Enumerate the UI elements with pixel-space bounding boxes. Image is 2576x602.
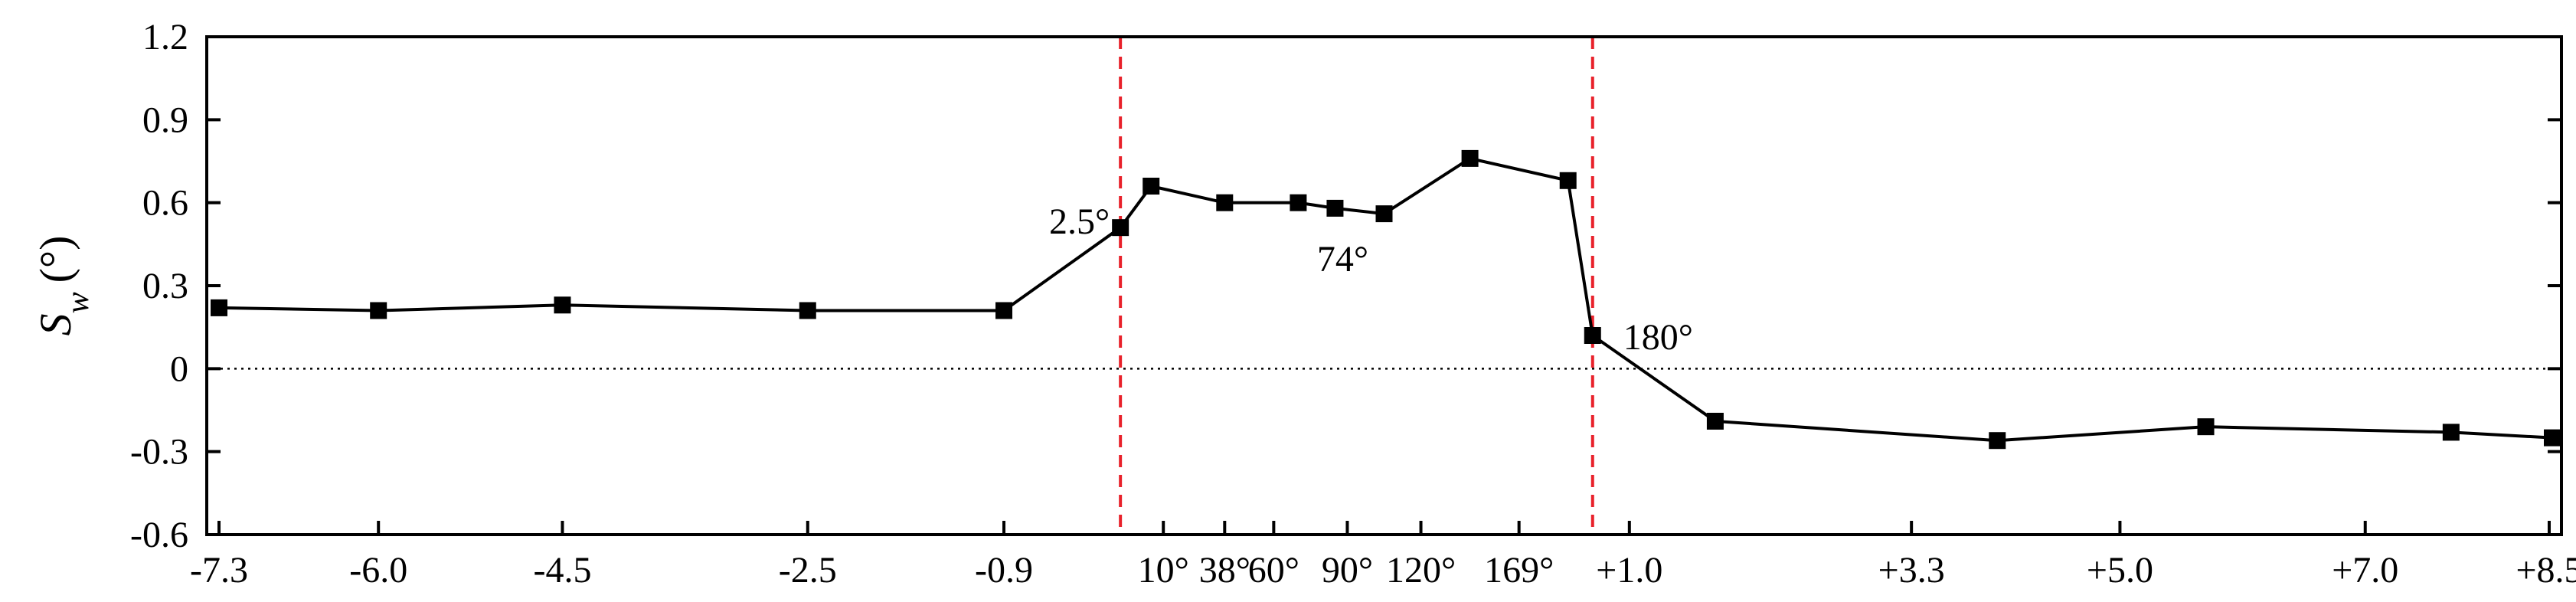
annotations: 2.5° 74° 180° bbox=[1049, 201, 1693, 358]
x-tick-label-0: -7.3 bbox=[190, 550, 248, 591]
x-tick-label-7: 60° bbox=[1248, 550, 1299, 591]
y-tick-label-1: 0.9 bbox=[142, 100, 188, 140]
data-point-18 bbox=[2544, 429, 2561, 447]
data-point-3 bbox=[799, 302, 816, 319]
x-axis: -7.3 -6.0 -4.5 -2.5 -0.9 10° 38°60° 90° 120° 169°… bbox=[190, 521, 2576, 591]
y-tick-label-6: -0.6 bbox=[130, 515, 188, 555]
y-tick-label-4: 0 bbox=[170, 348, 188, 389]
data-point-7 bbox=[1216, 194, 1234, 211]
y-axis-title: Sw (°) bbox=[31, 236, 96, 336]
x-tick-label-10: 169° bbox=[1484, 550, 1554, 591]
data-point-8 bbox=[1290, 194, 1307, 211]
x-tick-label-13: +5.0 bbox=[2087, 550, 2153, 591]
y-axis: 1.2 0.9 0.6 0.3 0 -0.3 -0.6 bbox=[130, 17, 2561, 555]
data-point-13 bbox=[1584, 327, 1601, 344]
data-point-16 bbox=[2197, 418, 2215, 436]
plot-frame bbox=[205, 35, 2563, 536]
x-tick-label-11: +1.0 bbox=[1596, 550, 1662, 591]
x-tick-label-5: 10° bbox=[1138, 550, 1189, 591]
y-tick-label-2: 0.6 bbox=[142, 183, 188, 224]
x-tick-label-2: -4.5 bbox=[533, 550, 591, 591]
x-tick-label-1: -6.0 bbox=[349, 550, 407, 591]
data-point-11 bbox=[1461, 149, 1479, 167]
y-axis-title-main: S bbox=[31, 313, 80, 335]
x-tick-label-15: +8.5 bbox=[2516, 550, 2576, 591]
data-point-6 bbox=[1143, 178, 1160, 195]
x-tick-label-3: -2.5 bbox=[779, 550, 837, 591]
data-point-4 bbox=[995, 302, 1013, 319]
y-tick-label-0: 1.2 bbox=[142, 17, 188, 57]
annotation-1: 74° bbox=[1317, 239, 1368, 280]
y-tick-label-5: -0.3 bbox=[130, 432, 188, 473]
y-axis-title-unit: (°) bbox=[31, 236, 80, 283]
annotation-2: 180° bbox=[1623, 317, 1693, 358]
data-point-9 bbox=[1326, 199, 1344, 217]
x-tick-label-9: 120° bbox=[1386, 550, 1456, 591]
data-point-14 bbox=[1706, 412, 1724, 430]
x-tick-label-8: 90° bbox=[1322, 550, 1373, 591]
data-point-0 bbox=[211, 299, 228, 316]
data-point-12 bbox=[1559, 172, 1577, 189]
reference-lines bbox=[1119, 37, 1594, 535]
x-tick-label-12: +3.3 bbox=[1878, 550, 1945, 591]
x-tick-label-4: -0.9 bbox=[975, 550, 1033, 591]
data-point-17 bbox=[2442, 424, 2460, 441]
series-markers bbox=[211, 149, 2561, 450]
x-tick-label-6: 38° bbox=[1199, 550, 1250, 591]
y-axis-title-sub: w bbox=[60, 292, 96, 313]
data-point-5 bbox=[1112, 219, 1129, 237]
x-tick-label-14: +7.0 bbox=[2332, 550, 2398, 591]
data-point-10 bbox=[1375, 205, 1393, 223]
data-point-1 bbox=[370, 302, 387, 319]
data-point-2 bbox=[554, 296, 571, 314]
annotation-0: 2.5° bbox=[1049, 201, 1110, 242]
y-tick-label-3: 0.3 bbox=[142, 266, 188, 306]
data-point-15 bbox=[1989, 432, 2006, 450]
